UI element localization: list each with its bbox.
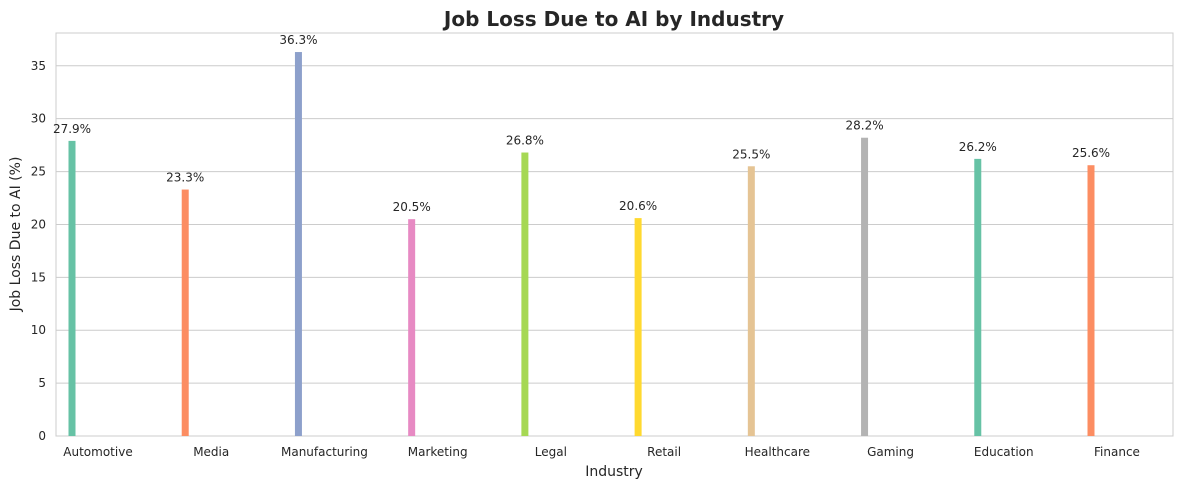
y-tick-label: 20 bbox=[31, 217, 46, 231]
y-axis-label: Job Loss Due to AI (%) bbox=[8, 157, 24, 313]
y-tick-label: 35 bbox=[31, 59, 46, 73]
bar-marketing bbox=[408, 219, 416, 436]
bars bbox=[68, 52, 1095, 437]
bar-finance bbox=[1087, 165, 1095, 437]
x-tick-label-manufacturing: Manufacturing bbox=[281, 445, 368, 459]
x-tick-label-automotive: Automotive bbox=[63, 445, 132, 459]
y-tick-label: 10 bbox=[31, 323, 46, 337]
data-label-automotive: 27.9% bbox=[53, 122, 91, 136]
chart-title: Job Loss Due to AI by Industry bbox=[442, 7, 784, 31]
data-labels: 27.9% 23.3% 36.3% 20.5% 26.8% 20.6% 25.5% 28.2%… bbox=[53, 33, 1110, 214]
y-axis-ticks: 0 5 10 15 20 25 30 35 bbox=[31, 59, 46, 443]
bar-manufacturing bbox=[294, 52, 302, 437]
x-axis-label: Industry bbox=[585, 464, 643, 480]
bar-healthcare bbox=[747, 166, 755, 437]
data-label-finance: 25.6% bbox=[1072, 146, 1110, 160]
grid bbox=[56, 65, 1173, 437]
x-tick-label-marketing: Marketing bbox=[408, 445, 468, 459]
bar-legal bbox=[521, 152, 529, 436]
bar-retail bbox=[634, 218, 642, 436]
bar-gaming bbox=[861, 137, 869, 436]
data-label-healthcare: 25.5% bbox=[732, 147, 770, 161]
data-label-media: 23.3% bbox=[166, 171, 204, 185]
x-tick-label-media: Media bbox=[193, 445, 229, 459]
y-tick-label: 15 bbox=[31, 270, 46, 284]
y-tick-label: 30 bbox=[31, 112, 46, 126]
data-label-retail: 20.6% bbox=[619, 199, 657, 213]
bar-education bbox=[974, 158, 982, 436]
x-tick-label-gaming: Gaming bbox=[867, 445, 914, 459]
x-tick-label-legal: Legal bbox=[535, 445, 567, 459]
y-tick-label: 25 bbox=[31, 165, 46, 179]
x-tick-label-education: Education bbox=[974, 445, 1034, 459]
bar-automotive bbox=[68, 140, 76, 436]
y-tick-label: 5 bbox=[38, 376, 46, 390]
data-label-manufacturing: 36.3% bbox=[279, 33, 317, 47]
x-tick-label-healthcare: Healthcare bbox=[745, 445, 810, 459]
data-label-gaming: 28.2% bbox=[845, 119, 883, 133]
x-tick-label-finance: Finance bbox=[1094, 445, 1140, 459]
data-label-marketing: 20.5% bbox=[393, 200, 431, 214]
bar-media bbox=[181, 189, 189, 436]
y-tick-label: 0 bbox=[38, 429, 46, 443]
data-label-education: 26.2% bbox=[959, 140, 997, 154]
data-label-legal: 26.8% bbox=[506, 134, 544, 148]
plot-frame bbox=[55, 32, 1174, 437]
x-tick-label-retail: Retail bbox=[647, 445, 681, 459]
x-axis-ticks: Automotive Media Manufacturing Marketing Leg… bbox=[63, 445, 1140, 459]
